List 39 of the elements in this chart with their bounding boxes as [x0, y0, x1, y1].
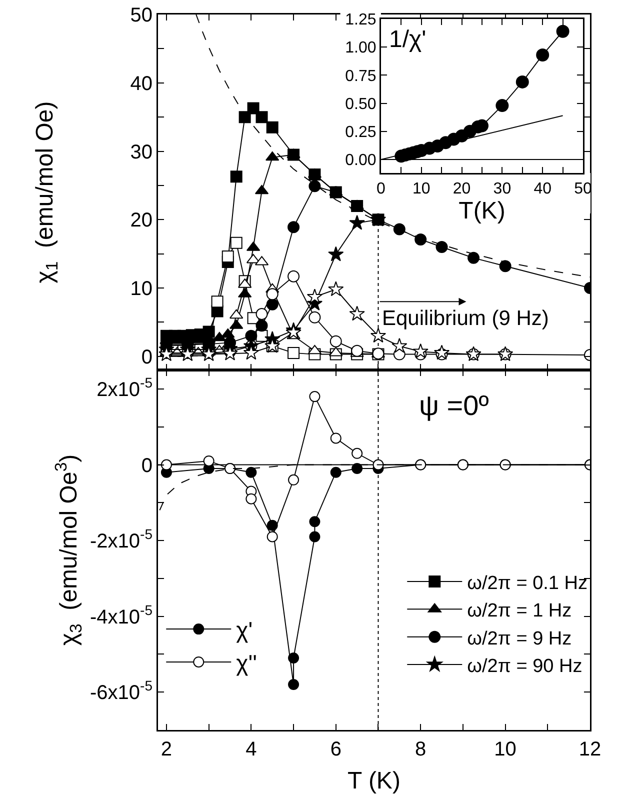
- x-tick-label: 8: [415, 738, 426, 760]
- x-tick-label: 2: [160, 738, 172, 760]
- annotation: 1/χ': [389, 26, 426, 53]
- y-tick-label: -4x10$^{-5}$: [90, 602, 153, 628]
- y-tick-label: 0: [141, 454, 152, 477]
- y-tick-label: 20: [130, 210, 152, 232]
- y-tick-label: 0.00: [345, 152, 376, 170]
- y-tick-label: 1.25: [345, 12, 376, 29]
- x-tick-label: 30: [493, 180, 512, 198]
- x-tick-label: 4: [246, 738, 257, 760]
- y-tick-label: 50: [130, 4, 152, 27]
- legend-label: χ': [236, 617, 253, 644]
- x-tick-label: 50: [574, 180, 592, 198]
- legend-label: χ'': [236, 650, 257, 676]
- x-tick-label: 10: [412, 180, 430, 198]
- x-axis-title: T (K): [348, 768, 400, 795]
- legend-label: ω/2π = 1 Hz: [467, 600, 572, 622]
- annotation: Equilibrium (9 Hz): [382, 307, 549, 330]
- legend-label: ω/2π = 9 Hz: [467, 628, 572, 650]
- y-tick-label: 30: [130, 141, 152, 164]
- legend-label: ω/2π = 0.1 Hz: [467, 572, 588, 594]
- y-tick-label: 0.50: [345, 96, 376, 113]
- x-axis-title: T(K): [458, 198, 506, 225]
- x-tick-label: 10: [494, 738, 516, 760]
- y-tick-label: 0: [141, 346, 152, 368]
- y-tick-label: -2x10$^{-5}$: [90, 526, 153, 553]
- x-tick-label: 12: [578, 738, 602, 760]
- y-tick-label: 10: [130, 278, 152, 300]
- legend-label: ω/2π = 90 Hz: [467, 656, 582, 677]
- x-tick-label: 20: [452, 180, 471, 198]
- x-tick-label: 6: [330, 738, 342, 760]
- x-tick-label: 40: [534, 180, 552, 198]
- y-tick-label: 40: [130, 72, 152, 95]
- y-tick-label: 0.25: [345, 124, 376, 141]
- annotation: ψ =0º: [419, 390, 489, 421]
- y-tick-label: -6x10$^{-5}$: [90, 678, 153, 704]
- y-tick-label: 1.00: [345, 40, 376, 57]
- y-tick-label: 0.75: [345, 68, 376, 85]
- y-tick-label: 2x10$^{-5}$: [96, 374, 153, 401]
